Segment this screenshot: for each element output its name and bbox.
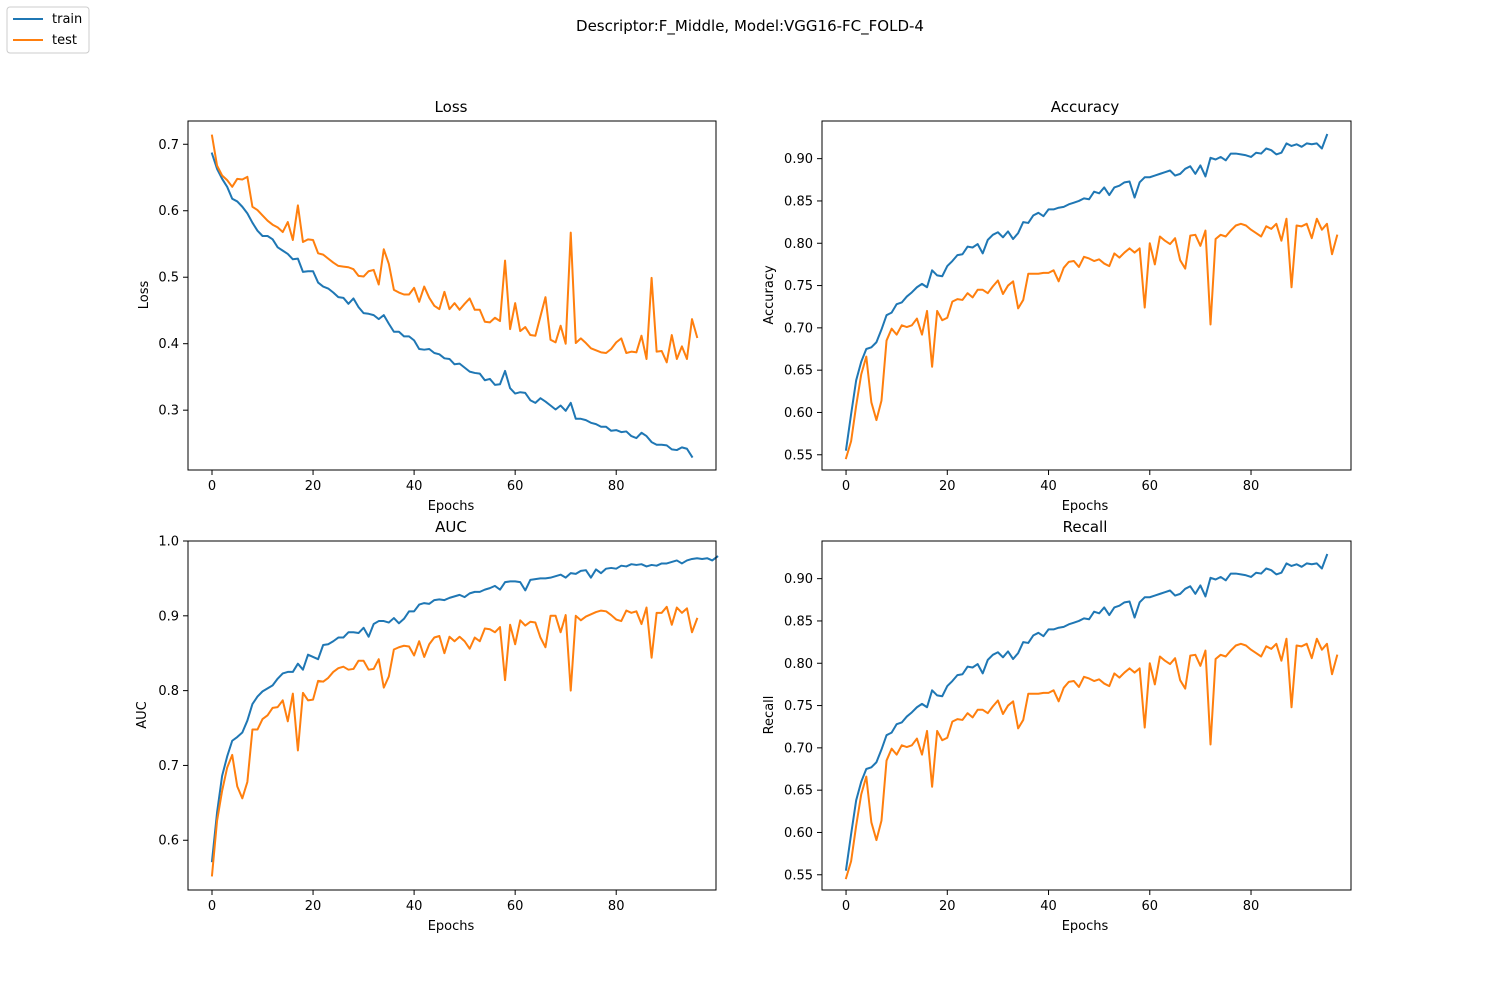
- y-tick-label: 0.80: [784, 237, 813, 252]
- plot-area-frame: [821, 120, 1352, 471]
- y-tick-label: 0.9: [158, 609, 179, 624]
- series-line-test: [844, 217, 1339, 460]
- chart-title: Recall: [1063, 518, 1108, 536]
- x-tick-label: 40: [1040, 899, 1057, 914]
- recall-chart: Recall Epochs Recall 0 20 40 60 80 0.55 0.60 0.…: [762, 518, 1352, 934]
- loss-chart: Loss Epochs Loss 0 20 40 60 80 0.3 0.4 0.5 0.6 0.…: [137, 98, 717, 514]
- x-tick-label: 60: [1142, 899, 1159, 914]
- y-tick-label: 0.70: [784, 741, 813, 756]
- series-line-test: [210, 134, 699, 364]
- x-tick-label: 80: [608, 479, 625, 494]
- x-tick-label: 80: [608, 899, 625, 914]
- legend-train-label: train: [52, 12, 82, 27]
- auc-chart: AUC Epochs AUC 0 20 40 60 80 0.6 0.7 0.8 0.9 1.0: [135, 518, 719, 934]
- y-tick-label: 0.90: [784, 572, 813, 587]
- y-tick-label: 0.7: [158, 138, 179, 153]
- series-line-test: [210, 605, 699, 877]
- y-axis-label: Loss: [137, 281, 152, 310]
- series-line-test: [844, 637, 1339, 880]
- y-tick-label: 0.60: [784, 826, 813, 841]
- plot-area-frame: [821, 540, 1352, 891]
- x-tick-label: 20: [305, 479, 322, 494]
- x-tick-label: 0: [208, 899, 216, 914]
- y-tick-label: 0.65: [784, 364, 813, 379]
- y-tick-label: 0.60: [784, 406, 813, 421]
- y-tick-label: 0.7: [158, 759, 179, 774]
- y-tick-label: 0.75: [784, 279, 813, 294]
- y-tick-label: 0.8: [158, 684, 179, 699]
- x-tick-label: 80: [1243, 479, 1260, 494]
- y-tick-label: 1.0: [158, 535, 179, 550]
- x-tick-label: 20: [305, 899, 322, 914]
- x-tick-label: 0: [842, 899, 850, 914]
- x-tick-label: 0: [842, 479, 850, 494]
- series-line-train: [210, 555, 719, 863]
- x-axis-label: Epochs: [1062, 499, 1109, 514]
- y-axis-label: AUC: [135, 701, 150, 729]
- x-axis-label: Epochs: [428, 919, 475, 934]
- y-axis-label: Accuracy: [762, 265, 777, 325]
- chart-title: Loss: [435, 98, 468, 116]
- y-tick-label: 0.75: [784, 699, 813, 714]
- figure-legend: train test: [6, 6, 90, 54]
- series-line-train: [844, 133, 1329, 451]
- series-line-train: [210, 152, 694, 459]
- figure-suptitle: Descriptor:F_Middle, Model:VGG16-FC_FOLD…: [576, 17, 924, 36]
- x-tick-label: 40: [1040, 479, 1057, 494]
- x-tick-label: 40: [406, 479, 423, 494]
- x-tick-label: 60: [1142, 479, 1159, 494]
- plot-area-frame: [187, 540, 717, 891]
- x-tick-label: 40: [406, 899, 423, 914]
- chart-title: Accuracy: [1051, 98, 1120, 116]
- legend-test-label: test: [52, 33, 77, 48]
- y-axis-label: Recall: [762, 696, 777, 735]
- y-tick-label: 0.90: [784, 152, 813, 167]
- x-tick-label: 60: [507, 899, 524, 914]
- x-tick-label: 0: [208, 479, 216, 494]
- y-tick-label: 0.3: [158, 404, 179, 419]
- plot-area-frame: [187, 120, 717, 471]
- x-tick-label: 80: [1243, 899, 1260, 914]
- x-tick-label: 20: [939, 899, 956, 914]
- y-tick-label: 0.55: [784, 868, 813, 883]
- x-tick-label: 60: [507, 479, 524, 494]
- x-axis-label: Epochs: [428, 499, 475, 514]
- x-tick-label: 20: [939, 479, 956, 494]
- y-tick-label: 0.4: [158, 337, 179, 352]
- y-tick-label: 0.85: [784, 194, 813, 209]
- chart-title: AUC: [435, 518, 467, 536]
- x-axis-label: Epochs: [1062, 919, 1109, 934]
- y-tick-label: 0.85: [784, 614, 813, 629]
- y-tick-label: 0.6: [158, 204, 179, 219]
- y-tick-label: 0.55: [784, 448, 813, 463]
- accuracy-chart: Accuracy Epochs Accuracy 0 20 40 60 80 0.55 0.…: [762, 98, 1352, 514]
- y-tick-label: 0.70: [784, 321, 813, 336]
- y-tick-label: 0.65: [784, 784, 813, 799]
- y-tick-label: 0.6: [158, 834, 179, 849]
- y-tick-label: 0.5: [158, 271, 179, 286]
- y-tick-label: 0.80: [784, 657, 813, 672]
- series-line-train: [844, 553, 1329, 871]
